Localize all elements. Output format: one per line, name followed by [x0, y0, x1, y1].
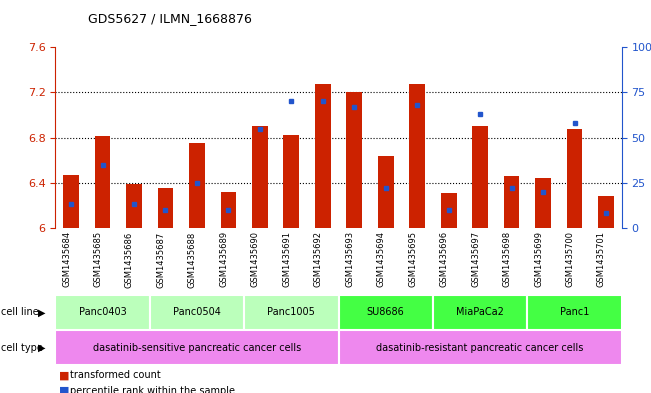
- Bar: [433, 295, 527, 330]
- Bar: [378, 156, 394, 228]
- Text: GSM1435685: GSM1435685: [94, 231, 102, 287]
- Text: GSM1435684: GSM1435684: [62, 231, 71, 287]
- Bar: [126, 184, 142, 228]
- Bar: [504, 176, 519, 228]
- Text: Panc1005: Panc1005: [268, 307, 315, 318]
- Text: GSM1435695: GSM1435695: [408, 231, 417, 287]
- Text: ▶: ▶: [38, 343, 46, 353]
- Bar: [339, 330, 622, 365]
- Bar: [598, 196, 614, 228]
- Bar: [283, 135, 299, 228]
- Text: Panc0403: Panc0403: [79, 307, 126, 318]
- Text: GSM1435693: GSM1435693: [345, 231, 354, 287]
- Bar: [55, 330, 339, 365]
- Text: SU8686: SU8686: [367, 307, 404, 318]
- Text: ▶: ▶: [38, 307, 46, 318]
- Bar: [346, 92, 362, 228]
- Text: ■: ■: [59, 386, 69, 393]
- Text: GSM1435686: GSM1435686: [125, 231, 134, 288]
- Bar: [252, 126, 268, 228]
- Text: dasatinib-resistant pancreatic cancer cells: dasatinib-resistant pancreatic cancer ce…: [376, 343, 584, 353]
- Bar: [527, 295, 622, 330]
- Text: GSM1435687: GSM1435687: [156, 231, 165, 288]
- Text: GDS5627 / ILMN_1668876: GDS5627 / ILMN_1668876: [88, 12, 252, 25]
- Text: GSM1435697: GSM1435697: [471, 231, 480, 287]
- Text: GSM1435699: GSM1435699: [534, 231, 543, 287]
- Text: ■: ■: [59, 370, 69, 380]
- Bar: [566, 129, 583, 228]
- Text: MiaPaCa2: MiaPaCa2: [456, 307, 504, 318]
- Bar: [150, 295, 244, 330]
- Bar: [409, 84, 425, 228]
- Text: GSM1435688: GSM1435688: [188, 231, 197, 288]
- Bar: [221, 192, 236, 228]
- Text: GSM1435689: GSM1435689: [219, 231, 229, 287]
- Text: Panc0504: Panc0504: [173, 307, 221, 318]
- Bar: [339, 295, 433, 330]
- Text: Panc1: Panc1: [560, 307, 589, 318]
- Bar: [63, 175, 79, 228]
- Text: cell type: cell type: [1, 343, 43, 353]
- Text: GSM1435690: GSM1435690: [251, 231, 260, 287]
- Text: transformed count: transformed count: [70, 370, 160, 380]
- Text: GSM1435700: GSM1435700: [566, 231, 574, 287]
- Text: dasatinib-sensitive pancreatic cancer cells: dasatinib-sensitive pancreatic cancer ce…: [93, 343, 301, 353]
- Text: GSM1435696: GSM1435696: [439, 231, 449, 287]
- Text: GSM1435701: GSM1435701: [597, 231, 606, 287]
- Bar: [472, 126, 488, 228]
- Text: percentile rank within the sample: percentile rank within the sample: [70, 386, 234, 393]
- Text: GSM1435694: GSM1435694: [377, 231, 385, 287]
- Bar: [94, 136, 111, 228]
- Bar: [244, 295, 339, 330]
- Bar: [158, 188, 173, 228]
- Text: GSM1435692: GSM1435692: [314, 231, 323, 287]
- Bar: [441, 193, 456, 228]
- Bar: [189, 143, 205, 228]
- Bar: [55, 295, 150, 330]
- Bar: [535, 178, 551, 228]
- Bar: [315, 84, 331, 228]
- Text: GSM1435691: GSM1435691: [283, 231, 291, 287]
- Text: cell line: cell line: [1, 307, 39, 318]
- Text: GSM1435698: GSM1435698: [503, 231, 512, 287]
